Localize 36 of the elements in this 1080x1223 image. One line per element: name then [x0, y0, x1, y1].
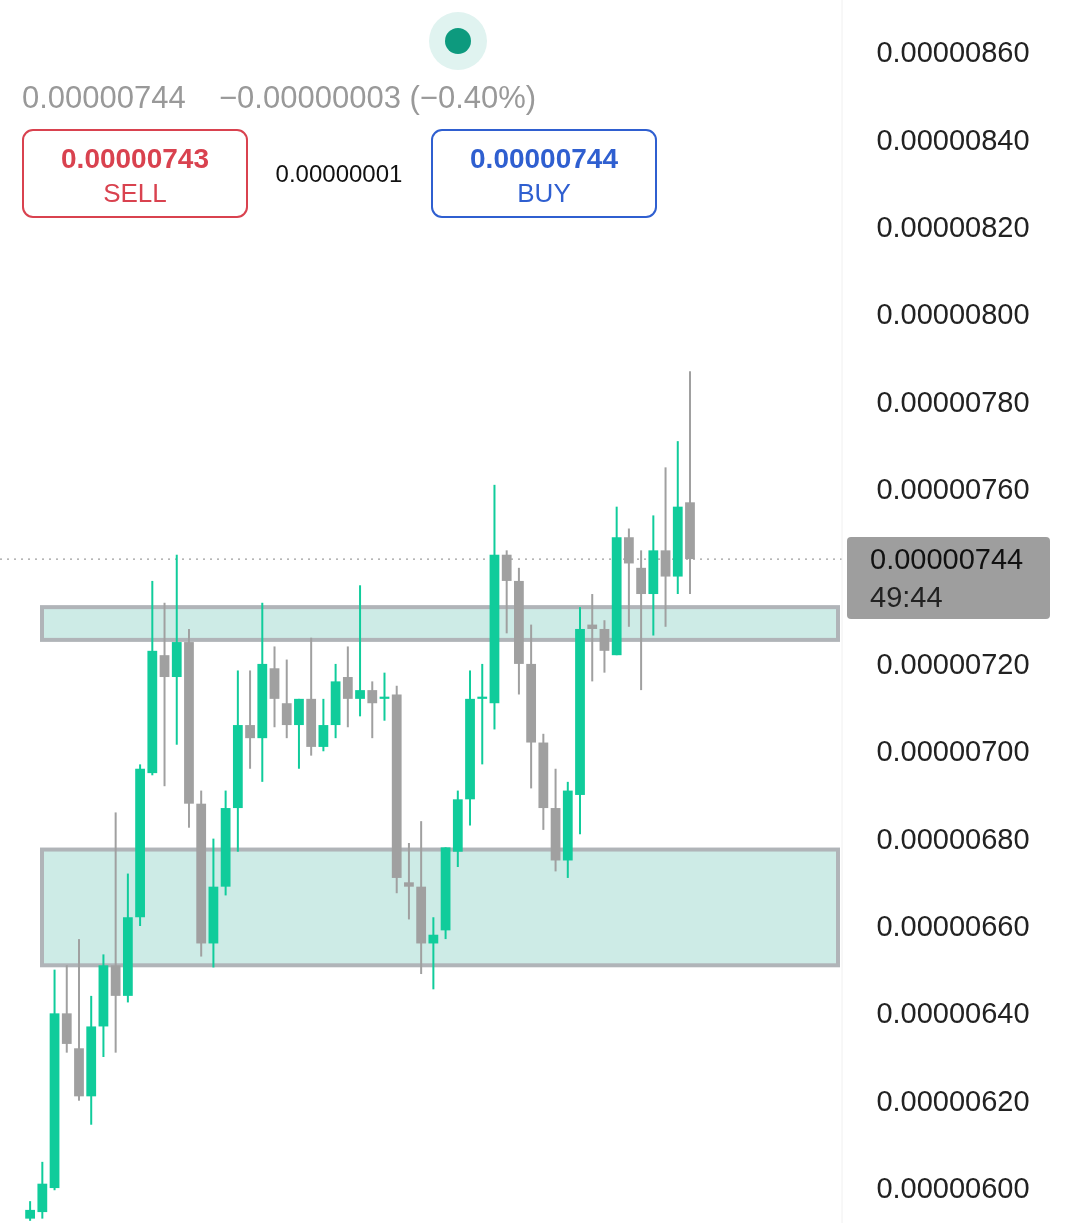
candlestick	[599, 619, 610, 674]
y-tick-label: 0.00000720	[876, 647, 1030, 680]
annotation: 0.00000001	[275, 159, 403, 187]
y-tick-label: 0.00000700	[876, 735, 1030, 768]
y-tick-label: 0.00000620	[876, 1084, 1030, 1117]
text: 49:44	[870, 581, 943, 614]
candlestick	[110, 811, 121, 1054]
annotation: −0.00000003 (−0.40%)	[219, 79, 537, 115]
candlestick	[355, 584, 365, 718]
candlestick	[342, 645, 353, 729]
y-tick-label: 0.00000840	[876, 123, 1030, 156]
candlestick	[404, 842, 414, 921]
candlestick	[587, 593, 598, 683]
y-tick-label: 0.00000600	[876, 1172, 1030, 1205]
y-tick-label: 0.00000760	[876, 473, 1030, 506]
candlestick	[281, 658, 292, 740]
candlestick	[159, 601, 170, 788]
ref-line-label: 0.00000744	[870, 543, 1024, 576]
y-tick-label: 0.00000680	[876, 822, 1030, 855]
y-tick-label: 0.00000780	[876, 385, 1030, 418]
annotation: 0.00000744	[470, 142, 619, 174]
candlestick	[428, 916, 439, 991]
y-tick-label: 0.00000820	[876, 211, 1030, 244]
candlestick	[245, 669, 255, 770]
candlestick	[367, 680, 378, 740]
candlestick	[477, 662, 488, 766]
annotation: SELL	[103, 178, 167, 208]
y-tick-label: 0.00000800	[876, 298, 1030, 331]
y-tick-label: 0.00000860	[876, 36, 1030, 69]
candlestick	[318, 697, 329, 753]
annotation: 0.00000743	[61, 142, 209, 174]
candlestick	[25, 1200, 35, 1222]
annotation: BUY	[517, 178, 571, 208]
annotation: 0.00000744	[22, 79, 186, 115]
y-tick-label: 0.00000640	[876, 997, 1030, 1030]
y-tick-label: 0.00000660	[876, 909, 1030, 942]
